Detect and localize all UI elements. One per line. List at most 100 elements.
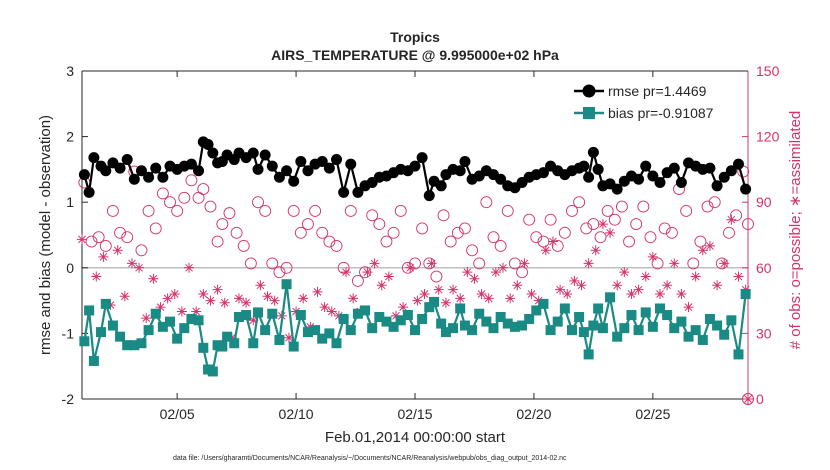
bias-point [402,310,413,321]
possible-obs-point [114,226,127,239]
assimilated-obs-point [576,280,587,291]
assimilated-obs-point [176,306,187,317]
assimilated-obs-point [633,284,644,295]
assimilated-obs-point [205,295,216,306]
possible-obs-point [594,231,607,244]
bias-point [395,315,406,326]
bias-point [381,316,392,327]
rmse-point [592,163,604,175]
bias-point [455,303,466,314]
possible-obs-point [92,231,105,244]
rmse-point [668,162,680,174]
y-tick-label: 2 [66,129,74,145]
possible-obs-point [623,235,636,248]
bias-point [172,333,183,344]
bias-point [193,315,204,326]
possible-obs-point [630,218,643,231]
possible-obs-point [185,174,198,187]
possible-obs-point [197,183,210,196]
rmse-point [537,167,549,179]
rmse-point [732,158,744,170]
rmse-point [740,183,752,195]
assimilated-obs-point [569,275,580,286]
possible-obs-point [494,239,507,252]
bias-point [129,340,140,351]
assimilated-obs-point [283,332,294,343]
rmse-point [611,183,623,195]
bias-point [633,325,644,336]
possible-obs-point [171,204,184,217]
assimilated-obs-point [662,280,673,291]
bias-point [136,338,147,349]
possible-obs-point [142,204,155,217]
bias-point [324,328,335,339]
bias-point [267,308,278,319]
possible-obs-point [430,270,443,283]
rmse-point [266,160,278,172]
bias-point [88,355,99,366]
rmse-point [495,173,507,185]
assimilated-obs-point [419,289,430,300]
assimilated-obs-point [126,258,137,269]
rmse-point [288,175,300,187]
bias-point [424,302,435,313]
bias-point [388,321,399,332]
assimilated-obs-point [198,289,209,300]
possible-obs-point [530,231,543,244]
possible-obs-point [216,218,229,231]
bias-point [165,316,176,327]
y2-tick-label: 60 [756,260,772,276]
assimilated-obs-point [483,293,494,304]
bias-point [626,310,637,321]
rmse-point [654,177,666,189]
possible-obs-point [566,204,578,217]
rmse-point [711,180,723,192]
bias-point [295,310,306,321]
assimilated-obs-point [490,267,501,278]
bias-point [545,325,556,336]
bias-point [524,313,535,324]
rmse-point [143,171,155,183]
assimilated-obs-point [690,271,701,282]
assimilated-obs-point [640,271,651,282]
assimilated-obs-point [312,286,323,297]
assimilated-obs-point [619,267,630,278]
assimilated-obs-point [212,284,223,295]
possible-obs-point [237,239,250,252]
rmse-point [435,180,447,192]
assimilated-obs-point [155,302,166,313]
assimilated-obs-point [597,219,608,230]
possible-obs-point [316,226,329,239]
rmse-point [316,156,328,168]
possible-obs-point [708,196,721,209]
bias-point [588,320,599,331]
possible-obs-point [459,222,471,235]
x-tick-label: 02/05 [160,406,195,422]
rmse-point [578,160,590,172]
origin-assimilated-marker [743,394,753,404]
bias-point [676,316,687,327]
possible-obs-point [266,257,279,270]
possible-obs-point [730,209,743,222]
bias-point [338,313,349,324]
rmse-point [725,165,737,177]
origin-possible-marker [742,393,754,405]
assimilated-obs-point [583,258,594,269]
bias-point [288,341,299,352]
bias-point [331,338,342,349]
rmse-point [78,169,90,181]
legend-box [570,78,738,124]
bias-point [502,318,513,329]
bias-point [310,325,321,336]
possible-obs-point [309,204,322,217]
bias-point [719,329,730,340]
rmse-point [135,165,147,177]
possible-obs-point [230,226,243,239]
possible-obs-point [106,204,119,217]
possible-obs-point [487,231,500,244]
y-tick-label: -1 [62,325,75,341]
rmse-point [100,165,112,177]
assimilated-obs-point [169,289,180,300]
